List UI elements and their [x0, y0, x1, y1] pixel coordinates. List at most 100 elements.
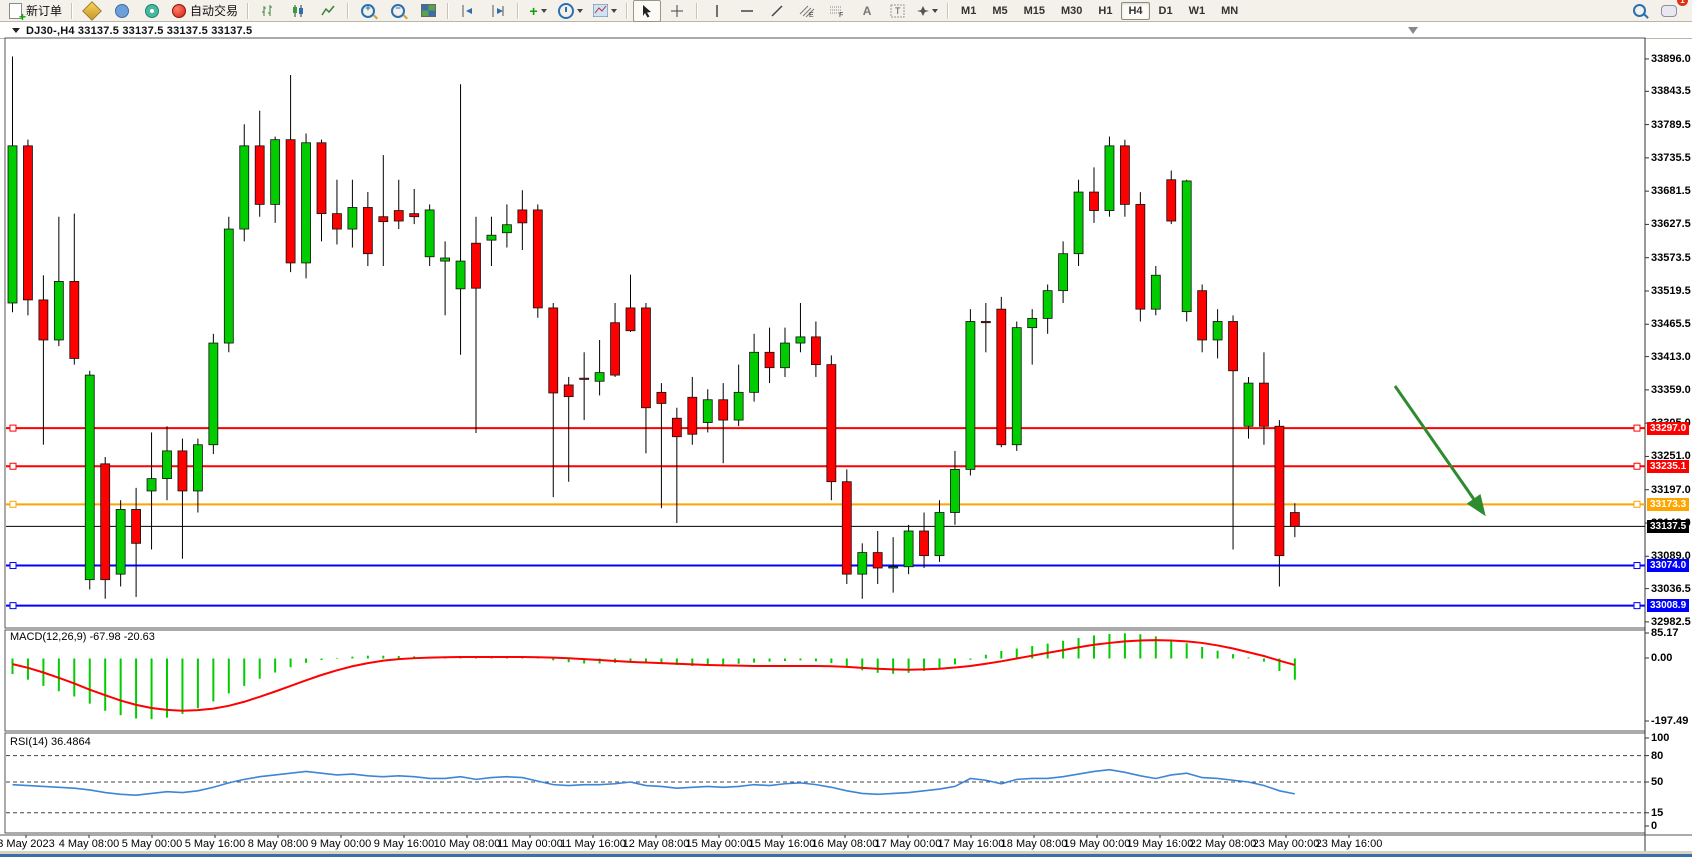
- price-tick-label: 33896.0: [1651, 52, 1691, 65]
- candle-body: [888, 566, 899, 569]
- vertical-line-tool[interactable]: [703, 0, 731, 22]
- candle-body: [362, 207, 373, 255]
- price-tick-label: 33036.5: [1651, 582, 1691, 595]
- crosshair-tool-button[interactable]: [663, 0, 691, 22]
- price-tick-label: 33735.5: [1651, 151, 1691, 164]
- candle-body: [1166, 179, 1177, 222]
- time-tick-label: 9 May 16:00: [373, 838, 435, 850]
- timeframe-m1[interactable]: M1: [961, 4, 977, 17]
- candle-body: [471, 242, 481, 289]
- channel-tool[interactable]: E: [793, 0, 821, 22]
- candle-body: [1135, 203, 1146, 310]
- profiles-button[interactable]: [108, 0, 136, 22]
- candle-body: [7, 145, 18, 304]
- rsi-tick-label: 15: [1651, 806, 1664, 819]
- rsi-tick-label: 50: [1651, 776, 1664, 788]
- price-tick-label: 32982.5: [1651, 615, 1691, 628]
- auto-trading-button[interactable]: 自动交易: [168, 0, 242, 22]
- time-tick-label: 11 May 00:00: [497, 838, 563, 850]
- time-tick-label: 15 May 16:00: [748, 838, 816, 850]
- new-order-button[interactable]: 新订单: [5, 0, 66, 24]
- tile-windows-button[interactable]: [414, 0, 442, 22]
- toolbar-right-group: 1: [1624, 0, 1688, 22]
- price-level-badge: 33137.5: [1647, 519, 1690, 533]
- candle-body: [764, 351, 775, 369]
- signal-icon: [145, 3, 160, 18]
- candlestick-chart-button[interactable]: [284, 0, 312, 22]
- time-tick-label: 12 May 08:00: [622, 838, 690, 850]
- svg-text:F: F: [839, 12, 843, 18]
- templates-button[interactable]: [589, 0, 621, 22]
- indicators-button[interactable]: +: [524, 0, 552, 22]
- line-chart-button[interactable]: [314, 0, 342, 22]
- time-tick-label: 17 May 00:00: [874, 838, 942, 850]
- time-tick-label: 10 May 08:00: [433, 838, 501, 850]
- horizontal-line-tool[interactable]: [733, 0, 761, 22]
- chart-shift-icon: [492, 4, 504, 17]
- arrow-objects-icon: [917, 5, 930, 16]
- candle-body: [903, 530, 914, 568]
- chart-shift-button[interactable]: [484, 0, 512, 22]
- zoom-in-button[interactable]: +: [354, 0, 382, 22]
- candle-body: [1212, 321, 1223, 341]
- price-tick-label: 33681.5: [1651, 185, 1691, 198]
- text-label-tool[interactable]: T: [883, 0, 911, 22]
- timeframe-m30[interactable]: M30: [1061, 4, 1083, 17]
- price-tick-label: 33843.5: [1651, 85, 1691, 98]
- search-button[interactable]: [1625, 0, 1653, 22]
- signals-button[interactable]: [138, 0, 166, 22]
- time-tick-label: 3 May 2023: [0, 838, 55, 850]
- chart-shift-marker: [1408, 27, 1418, 34]
- cursor-tool-button[interactable]: [633, 0, 662, 22]
- candle-body: [285, 139, 296, 264]
- candle-body: [1027, 317, 1038, 329]
- rsi-pane-frame: [4, 732, 1646, 834]
- price-level-badge: 33173.3: [1647, 497, 1690, 511]
- zoom-out-icon: −: [391, 3, 406, 18]
- auto-scroll-button[interactable]: [454, 0, 482, 22]
- time-tick-label: 5 May 00:00: [121, 838, 183, 850]
- main-toolbar: 新订单 自动交易 + − +: [0, 0, 1692, 24]
- timeframe-h1[interactable]: H1: [1098, 4, 1113, 17]
- candlestick-icon: [293, 4, 304, 17]
- candle-body: [671, 417, 682, 438]
- candle-body: [1011, 327, 1022, 446]
- candle-body: [919, 530, 929, 557]
- macd-tick-label: 0.00: [1651, 652, 1673, 664]
- timeframe-m15[interactable]: M15: [1023, 4, 1045, 17]
- hline-handle: [9, 562, 17, 570]
- toolbar-separator: [447, 2, 450, 19]
- symbol-dropdown-icon[interactable]: [12, 28, 20, 33]
- periods-button[interactable]: [554, 0, 587, 22]
- candle-body: [115, 509, 126, 575]
- fibonacci-tool[interactable]: F: [823, 0, 851, 22]
- timeframe-w1[interactable]: W1: [1188, 4, 1206, 17]
- auto-trading-icon: [172, 3, 187, 18]
- candle-body: [1042, 290, 1053, 319]
- arrow-objects-tool[interactable]: [913, 0, 942, 22]
- price-tick-label: 33789.5: [1651, 118, 1691, 131]
- rsi-tick-label: 100: [1651, 732, 1670, 744]
- candle-body: [424, 209, 435, 258]
- trendline-tool[interactable]: [763, 0, 791, 22]
- bar-chart-button[interactable]: [254, 0, 282, 22]
- timeframe-mn[interactable]: MN: [1221, 4, 1239, 17]
- timeframe-m5[interactable]: M5: [992, 4, 1008, 17]
- trend-arrow: [1393, 385, 1482, 509]
- price-tick-label: 33197.0: [1651, 483, 1691, 496]
- candle-body: [455, 260, 466, 290]
- timeframe-h4[interactable]: H4: [1121, 1, 1150, 20]
- text-tool[interactable]: A: [853, 0, 881, 22]
- candle-body: [1073, 191, 1084, 255]
- zoom-out-button[interactable]: −: [384, 0, 412, 22]
- crosshair-icon: [671, 4, 684, 17]
- notifications-button[interactable]: 1: [1655, 0, 1688, 22]
- candle-body: [301, 142, 311, 264]
- new-order-icon: [9, 2, 26, 24]
- macd-tick-label: -197.49: [1651, 715, 1689, 727]
- candle-body: [146, 478, 157, 492]
- toolbar-separator: [71, 2, 74, 19]
- timeframe-d1[interactable]: D1: [1158, 4, 1173, 17]
